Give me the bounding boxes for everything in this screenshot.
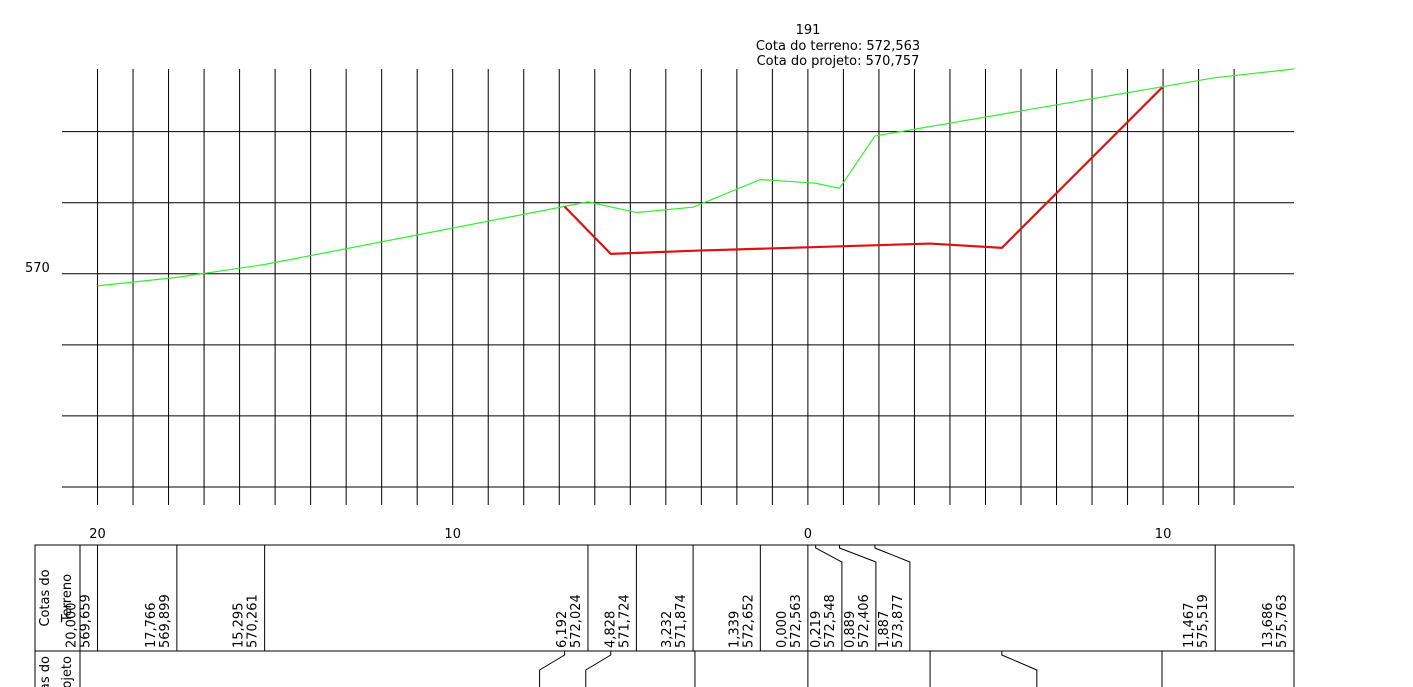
annotation: 191: [796, 23, 821, 38]
table-header: Cotas do: [38, 656, 53, 687]
table-label: 20,000: [65, 603, 80, 649]
table-label: 4,828: [603, 611, 618, 648]
leader-line: [1001, 651, 1038, 687]
table-label: 569,899: [158, 594, 173, 648]
table-label: 575,763: [1275, 594, 1290, 648]
table-label: 0,219: [809, 611, 824, 648]
table-label: 572,652: [741, 594, 756, 648]
table-label: 572,024: [569, 594, 584, 648]
leader-line: [874, 545, 911, 651]
table-header: projeto: [60, 656, 75, 687]
table-label: 1,339: [727, 611, 742, 648]
table-label: 569,659: [79, 594, 94, 648]
table-label: 575,519: [1196, 594, 1211, 648]
x-tick-label: 10: [444, 527, 461, 542]
x-tick-label: 20: [89, 527, 106, 542]
table-label: 571,724: [617, 594, 632, 648]
annotation: Cota do projeto: 570,757: [757, 54, 920, 69]
leader-line: [585, 651, 612, 687]
table-header: Cotas do: [38, 569, 53, 626]
line-series: [97, 68, 1295, 287]
table-label: 572,406: [857, 594, 872, 648]
y-tick-label: 570: [25, 261, 50, 276]
leader-line: [815, 545, 843, 651]
table-label: 572,548: [823, 594, 838, 648]
table-label: 15,295: [232, 603, 247, 649]
x-tick-label: 10: [1155, 527, 1172, 542]
leader-line: [539, 651, 566, 687]
table-label: 17,766: [144, 603, 159, 649]
table-label: 570,261: [246, 594, 261, 648]
table-label: 573,877: [891, 594, 906, 648]
leader-line: [838, 545, 877, 651]
line-series: [563, 86, 1163, 256]
table-header: Terreno: [60, 574, 75, 623]
annotation: Cota do terreno: 572,563: [756, 39, 920, 54]
table-label: 13,686: [1261, 603, 1276, 649]
table-label: 6,192: [555, 611, 570, 648]
x-tick-label: 0: [804, 527, 812, 542]
table-label: 572,563: [789, 594, 804, 648]
table-row: [34, 650, 1295, 687]
table-label: 3,232: [660, 611, 675, 648]
table-label: 571,874: [674, 594, 689, 648]
table-label: 0,000: [775, 611, 790, 648]
table-label: 11,467: [1182, 603, 1197, 649]
table-label: 0,889: [843, 611, 858, 648]
table-label: 1,887: [877, 611, 892, 648]
